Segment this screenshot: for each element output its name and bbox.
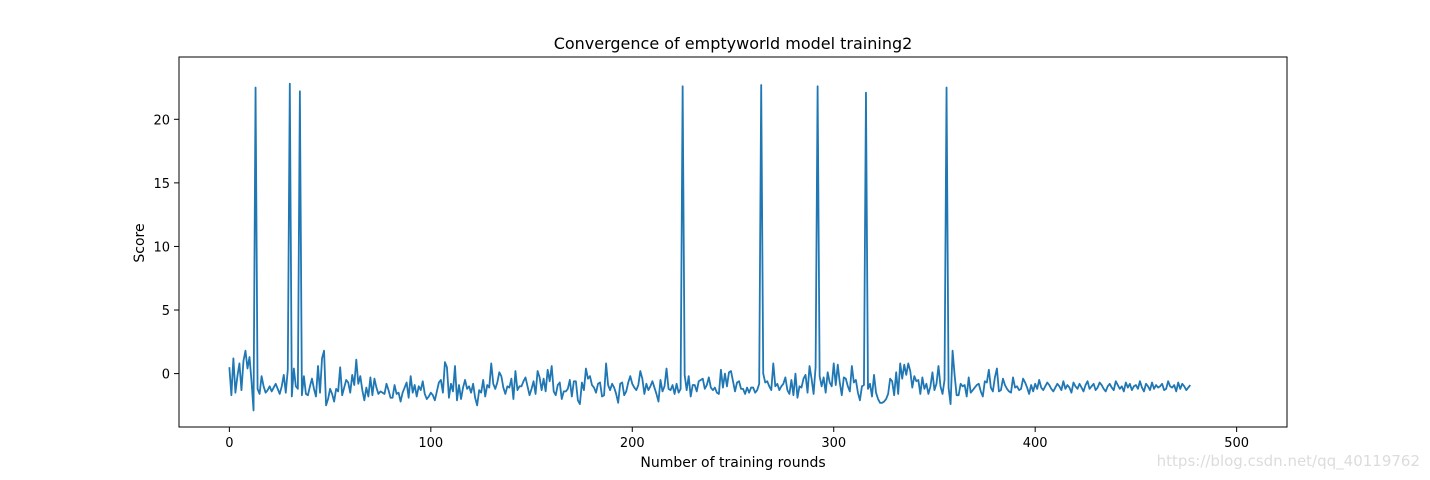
x-tick-label: 200	[620, 436, 645, 451]
y-tick-label: 5	[162, 304, 170, 319]
x-tick-label: 400	[1023, 436, 1048, 451]
x-tick-label: 0	[225, 436, 233, 451]
axes-frame	[178, 56, 1288, 428]
plot-area: 0 100 200 300 400 500 0 5 10 15 20	[153, 56, 1288, 451]
series-line-0	[228, 82, 1192, 412]
y-tick-label: 10	[153, 240, 170, 255]
x-tick-label: 100	[418, 436, 443, 451]
y-tick-label: 20	[153, 113, 170, 128]
x-axis-label: Number of training rounds	[640, 455, 825, 471]
watermark-text: https://blog.csdn.net/qq_40119762	[1156, 452, 1420, 470]
x-tick-label: 300	[821, 436, 846, 451]
chart-title: Convergence of emptyworld model training…	[554, 34, 913, 53]
x-tick-label: 500	[1224, 436, 1249, 451]
y-tick-label: 15	[153, 177, 170, 192]
y-axis-label: Score	[132, 223, 148, 262]
y-tick-label: 0	[162, 368, 170, 383]
